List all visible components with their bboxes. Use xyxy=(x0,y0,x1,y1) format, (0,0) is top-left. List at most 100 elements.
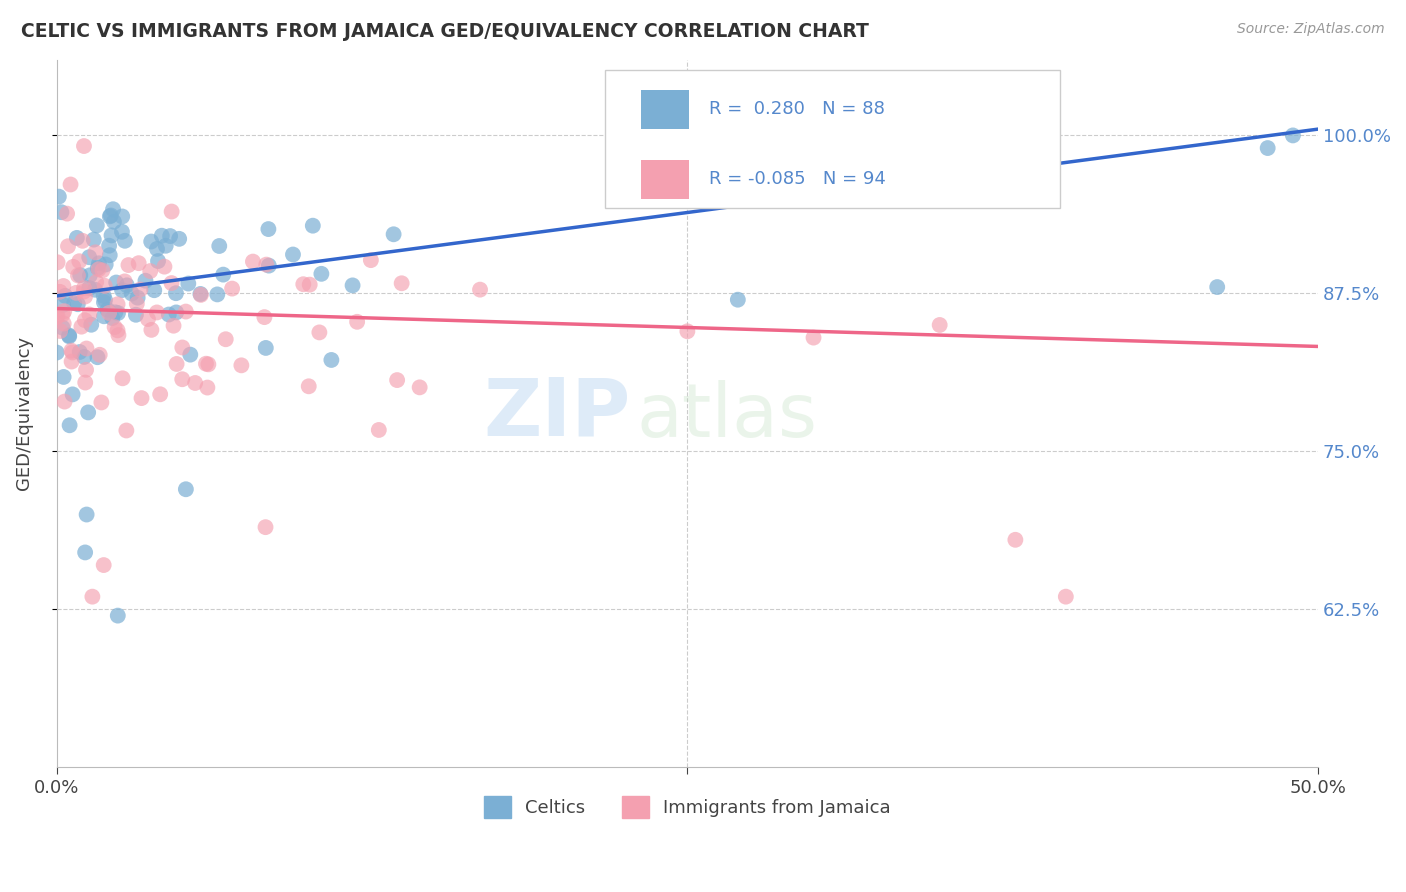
Point xyxy=(93,558,115,572)
Point xyxy=(62,260,84,274)
Point xyxy=(321,353,343,368)
Point xyxy=(100,228,122,243)
Point xyxy=(52,298,75,312)
Point xyxy=(56,207,79,221)
Point xyxy=(221,282,243,296)
Text: R =  0.280   N = 88: R = 0.280 N = 88 xyxy=(709,100,884,118)
Point xyxy=(97,302,120,317)
Point xyxy=(212,268,235,282)
Point xyxy=(107,297,129,311)
Point xyxy=(79,268,101,283)
Point xyxy=(52,279,75,293)
Point xyxy=(190,288,212,302)
Point xyxy=(155,238,177,252)
Point xyxy=(75,376,97,390)
Point xyxy=(86,350,108,364)
Point xyxy=(127,291,149,305)
Point xyxy=(141,235,163,249)
Point xyxy=(73,289,96,303)
Point xyxy=(149,387,172,401)
Point xyxy=(308,326,330,340)
Point xyxy=(77,250,100,264)
Point xyxy=(98,238,121,252)
Point xyxy=(63,296,86,310)
Point xyxy=(79,308,101,322)
Point xyxy=(257,259,280,273)
Y-axis label: GED/Equivalency: GED/Equivalency xyxy=(15,336,32,491)
Point xyxy=(53,304,76,318)
Point xyxy=(190,287,212,301)
Point xyxy=(70,319,93,334)
Point xyxy=(292,277,315,292)
FancyBboxPatch shape xyxy=(606,70,1060,208)
Point xyxy=(408,380,430,394)
Point xyxy=(98,210,121,224)
Point xyxy=(111,283,134,297)
Point xyxy=(66,268,89,283)
Point xyxy=(231,359,253,373)
Point xyxy=(107,323,129,337)
Point xyxy=(184,376,207,390)
Point xyxy=(385,373,408,387)
Point xyxy=(104,320,127,334)
Point xyxy=(67,254,90,268)
Point xyxy=(80,318,103,332)
Point xyxy=(58,328,80,343)
Point xyxy=(51,205,73,219)
Point xyxy=(215,332,238,346)
Point xyxy=(75,545,97,559)
Point xyxy=(105,276,128,290)
Point xyxy=(45,310,67,325)
Point xyxy=(56,239,79,253)
Point xyxy=(242,254,264,268)
Point xyxy=(75,363,97,377)
Point xyxy=(52,320,75,334)
Point xyxy=(367,423,389,437)
Point xyxy=(342,278,364,293)
Point xyxy=(82,590,104,604)
Point xyxy=(93,289,115,303)
Point xyxy=(69,268,91,283)
Point xyxy=(141,323,163,337)
Point xyxy=(94,258,117,272)
Point xyxy=(46,309,69,323)
Point xyxy=(93,310,115,324)
Point xyxy=(125,297,148,311)
Point xyxy=(73,313,96,327)
Point xyxy=(301,219,323,233)
Point xyxy=(94,293,117,307)
Point xyxy=(100,209,122,223)
Point xyxy=(115,278,138,293)
Point xyxy=(208,239,231,253)
Point xyxy=(207,287,229,301)
Point xyxy=(139,264,162,278)
Point xyxy=(59,418,82,433)
Point xyxy=(179,348,201,362)
Point xyxy=(60,345,83,359)
Point xyxy=(76,342,98,356)
Point xyxy=(134,274,156,288)
Point xyxy=(87,260,110,275)
Point xyxy=(160,204,183,219)
Point xyxy=(298,277,321,292)
Text: CELTIC VS IMMIGRANTS FROM JAMAICA GED/EQUIVALENCY CORRELATION CHART: CELTIC VS IMMIGRANTS FROM JAMAICA GED/EQ… xyxy=(21,22,869,41)
Point xyxy=(73,139,96,153)
Point xyxy=(117,258,139,272)
Point xyxy=(129,283,152,297)
Point xyxy=(165,305,187,319)
Point xyxy=(49,285,72,299)
Point xyxy=(84,245,107,260)
Point xyxy=(382,227,405,242)
Point xyxy=(136,312,159,326)
Point xyxy=(803,330,825,344)
Text: atlas: atlas xyxy=(637,381,818,453)
Point xyxy=(91,263,114,277)
Point xyxy=(87,262,110,277)
Point xyxy=(58,329,80,343)
Point xyxy=(94,278,117,293)
Point xyxy=(107,328,129,343)
Point xyxy=(83,233,105,247)
Point xyxy=(174,482,197,496)
Point xyxy=(128,256,150,270)
Point xyxy=(60,354,83,368)
